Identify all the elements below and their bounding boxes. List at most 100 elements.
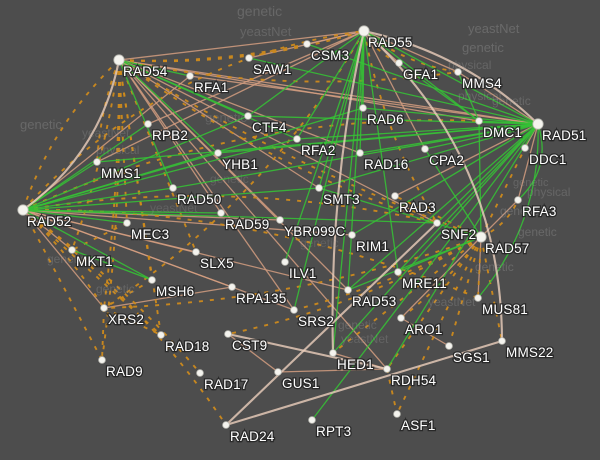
edge-RAD57-RAD3[interactable] <box>394 195 482 238</box>
edge-RAD51-RDH54[interactable] <box>386 123 539 370</box>
node-RDH54[interactable] <box>383 365 391 373</box>
edge-RAD51-RFA1[interactable] <box>189 75 539 125</box>
edge-RAD54-MKT1[interactable] <box>71 59 120 251</box>
edge-RAD51-MUS81[interactable] <box>477 123 539 299</box>
edge-RAD57-MMS22[interactable] <box>480 236 503 342</box>
edge-RAD54-RFA1[interactable] <box>118 59 191 77</box>
edge-RAD51-RFA3[interactable] <box>517 123 543 201</box>
node-RPA135[interactable] <box>228 283 236 291</box>
node-RAD52[interactable] <box>17 204 29 216</box>
edge-RAD55-ILV1[interactable] <box>284 30 365 263</box>
node-RAD24[interactable] <box>222 421 230 429</box>
edge-RAD52-MEC3[interactable] <box>22 209 128 224</box>
node-MSH6[interactable] <box>148 276 156 284</box>
edge-RAD55-RAD51[interactable] <box>363 29 539 125</box>
edge-RDH54-ASF1[interactable] <box>386 368 398 415</box>
edge-RAD51-MRE11[interactable] <box>397 123 539 273</box>
edge-RAD55-SNF2[interactable] <box>363 30 438 224</box>
edge-RAD52-MUS81[interactable] <box>22 208 479 299</box>
edge-HED1-RAD55[interactable] <box>331 30 366 354</box>
edge-MSH6-XRS2[interactable] <box>103 279 153 309</box>
edge-RAD52-SMT3[interactable] <box>22 187 320 211</box>
node-XRS2[interactable] <box>100 304 108 312</box>
edge-RAD57-DMC1[interactable] <box>478 120 482 238</box>
edge-RAD51-CPA2[interactable] <box>424 123 539 150</box>
edge-RAD54-SMT3[interactable] <box>118 59 320 189</box>
edge-RAD51-CTF4[interactable] <box>247 115 539 125</box>
edge-RAD55-MMS4[interactable] <box>363 30 459 73</box>
edge-RAD54-MEC3[interactable] <box>118 59 128 224</box>
edge-RAD54-SRS2[interactable] <box>118 59 295 311</box>
node-RAD9[interactable] <box>98 356 106 364</box>
node-SRS2[interactable] <box>290 306 298 314</box>
edge-RAD57-SGS1[interactable] <box>448 236 482 347</box>
node-YBR099C[interactable] <box>276 216 284 224</box>
edge-RAD55-SMT3[interactable] <box>318 30 365 189</box>
edge-RAD57-RDH54[interactable] <box>386 236 482 370</box>
node-RAD54[interactable] <box>113 54 125 66</box>
edge-RAD54-XRS2[interactable] <box>103 59 120 309</box>
node-RAD18[interactable] <box>157 331 165 339</box>
edge-RAD54-CSM3[interactable] <box>118 43 308 62</box>
node-SMT3[interactable] <box>315 184 323 192</box>
edge-RAD54-MMS4[interactable] <box>118 59 459 83</box>
edge-SGS1-ARO1[interactable] <box>400 317 450 347</box>
edge-RAD57-MUS81[interactable] <box>477 236 482 299</box>
edge-GFA1-DMC1[interactable] <box>398 62 480 122</box>
edge-RAD54-RAD59[interactable] <box>118 59 222 214</box>
node-DMC1[interactable] <box>475 117 483 125</box>
node-RAD3[interactable] <box>391 192 399 200</box>
edge-RAD52-RAD9[interactable] <box>22 209 103 361</box>
node-RAD16[interactable] <box>356 149 364 157</box>
node-RFA3[interactable] <box>514 196 522 204</box>
edge-RAD52-CTF4[interactable] <box>22 115 249 211</box>
node-MEC3[interactable] <box>123 219 131 227</box>
edge-RAD51-RAD3[interactable] <box>394 123 539 197</box>
edge-RAD55-HED1[interactable] <box>332 30 365 354</box>
edge-RAD57-SMT3[interactable] <box>318 187 482 238</box>
node-MMS22[interactable] <box>498 337 506 345</box>
edge-RAD52-RAD50[interactable] <box>22 187 174 211</box>
edge-RAD52-DMC1[interactable] <box>22 119 480 211</box>
edge-RAD51-CSM3[interactable] <box>306 43 539 125</box>
node-SNF2[interactable] <box>433 219 441 227</box>
edge-RAD57-CPA2[interactable] <box>424 148 482 238</box>
edge-RAD54-RFA2[interactable] <box>118 59 298 140</box>
node-RPB2[interactable] <box>144 120 152 128</box>
edge-RAD55-RAD16[interactable] <box>359 30 365 154</box>
edge-RAD51-SAW1[interactable] <box>248 57 539 125</box>
edge-RAD52-XRS2[interactable] <box>22 209 105 309</box>
edge-RAD57-HED1[interactable] <box>332 236 482 354</box>
edge-MMS4-DMC1[interactable] <box>457 71 480 122</box>
edge-RAD57-CST9[interactable] <box>227 236 482 335</box>
edge-XRS2-RAD9[interactable] <box>101 307 105 361</box>
node-SAW1[interactable] <box>245 54 253 62</box>
edge-RAD54-SNF2[interactable] <box>118 59 438 224</box>
edge-CST9-GUS1[interactable] <box>227 333 279 373</box>
edge-RAD54-RAD52[interactable] <box>22 59 120 211</box>
edge-RAD55-SRS2[interactable] <box>293 30 365 311</box>
node-CST9[interactable] <box>224 330 232 338</box>
edge-RAD55-CTF4[interactable] <box>247 30 365 117</box>
edge-RAD54-RDH54[interactable] <box>118 59 388 370</box>
edge-RAD55-MRE11[interactable] <box>363 30 399 273</box>
edge-RAD54-MMS1[interactable] <box>96 59 120 163</box>
node-RPT3[interactable] <box>308 416 316 424</box>
edge-GUS1-RDH54[interactable] <box>277 368 388 373</box>
edge-RAD51-RAD50[interactable] <box>172 123 539 189</box>
node-RFA2[interactable] <box>293 135 301 143</box>
node-CSM3[interactable] <box>303 40 311 48</box>
node-ASF1[interactable] <box>393 410 401 418</box>
edge-RAD54-RAD55[interactable] <box>118 30 365 63</box>
node-RAD50[interactable] <box>169 184 177 192</box>
node-RAD53[interactable] <box>344 286 352 294</box>
edge-RAD51-RFA3[interactable] <box>517 123 539 201</box>
edge-RAD24-MMS22[interactable] <box>225 339 503 427</box>
node-YHB1[interactable] <box>214 149 222 157</box>
edge-RAD57-RAD53[interactable] <box>347 236 482 291</box>
node-GFA1[interactable] <box>395 59 403 67</box>
node-RAD59[interactable] <box>217 209 225 217</box>
node-RAD57[interactable] <box>475 231 487 243</box>
edge-RAD51-RAD6[interactable] <box>362 107 539 125</box>
